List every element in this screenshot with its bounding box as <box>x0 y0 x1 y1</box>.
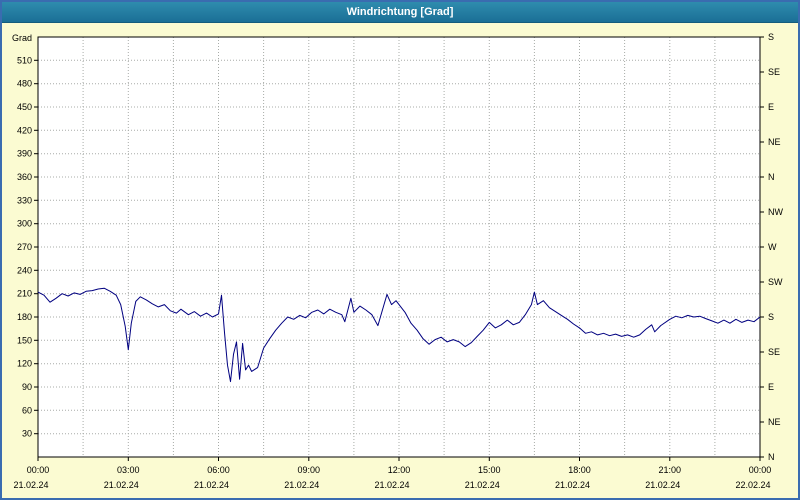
svg-text:00:00: 00:00 <box>27 465 50 475</box>
svg-text:270: 270 <box>17 242 32 252</box>
svg-text:Grad: Grad <box>12 33 32 43</box>
svg-text:21.02.24: 21.02.24 <box>13 480 48 490</box>
svg-text:E: E <box>768 382 774 392</box>
svg-text:S: S <box>768 32 774 42</box>
svg-text:21.02.24: 21.02.24 <box>194 480 229 490</box>
chart-title-bar: Windrichtung [Grad] <box>2 2 798 23</box>
svg-text:90: 90 <box>22 382 32 392</box>
svg-text:21.02.24: 21.02.24 <box>465 480 500 490</box>
svg-text:N: N <box>768 452 775 462</box>
svg-text:SE: SE <box>768 67 780 77</box>
svg-text:210: 210 <box>17 289 32 299</box>
svg-text:21.02.24: 21.02.24 <box>284 480 319 490</box>
svg-text:450: 450 <box>17 102 32 112</box>
svg-text:60: 60 <box>22 405 32 415</box>
chart-title: Windrichtung [Grad] <box>346 6 454 18</box>
svg-text:21.02.24: 21.02.24 <box>555 480 590 490</box>
svg-text:NE: NE <box>768 137 781 147</box>
svg-text:SW: SW <box>768 277 783 287</box>
svg-text:330: 330 <box>17 195 32 205</box>
svg-text:21.02.24: 21.02.24 <box>374 480 409 490</box>
svg-text:21.02.24: 21.02.24 <box>104 480 139 490</box>
svg-text:12:00: 12:00 <box>388 465 411 475</box>
svg-text:06:00: 06:00 <box>207 465 230 475</box>
svg-text:120: 120 <box>17 359 32 369</box>
svg-text:21:00: 21:00 <box>659 465 682 475</box>
svg-text:09:00: 09:00 <box>298 465 321 475</box>
svg-text:150: 150 <box>17 335 32 345</box>
svg-text:15:00: 15:00 <box>478 465 501 475</box>
svg-text:420: 420 <box>17 125 32 135</box>
svg-text:SE: SE <box>768 347 780 357</box>
svg-text:22.02.24: 22.02.24 <box>735 480 770 490</box>
svg-text:300: 300 <box>17 219 32 229</box>
svg-text:N: N <box>768 172 775 182</box>
svg-text:30: 30 <box>22 429 32 439</box>
svg-text:390: 390 <box>17 149 32 159</box>
svg-text:510: 510 <box>17 55 32 65</box>
svg-text:18:00: 18:00 <box>568 465 591 475</box>
svg-text:W: W <box>768 242 777 252</box>
svg-text:360: 360 <box>17 172 32 182</box>
svg-text:480: 480 <box>17 79 32 89</box>
svg-text:S: S <box>768 312 774 322</box>
svg-text:03:00: 03:00 <box>117 465 140 475</box>
svg-text:180: 180 <box>17 312 32 322</box>
svg-text:21.02.24: 21.02.24 <box>645 480 680 490</box>
svg-text:E: E <box>768 102 774 112</box>
svg-text:NE: NE <box>768 417 781 427</box>
svg-text:240: 240 <box>17 265 32 275</box>
svg-text:00:00: 00:00 <box>749 465 772 475</box>
wind-direction-chart: 30 60 90 120 150 180 210 240 270 300 330 360 390 420 4… <box>12 32 784 490</box>
svg-text:NW: NW <box>768 207 783 217</box>
